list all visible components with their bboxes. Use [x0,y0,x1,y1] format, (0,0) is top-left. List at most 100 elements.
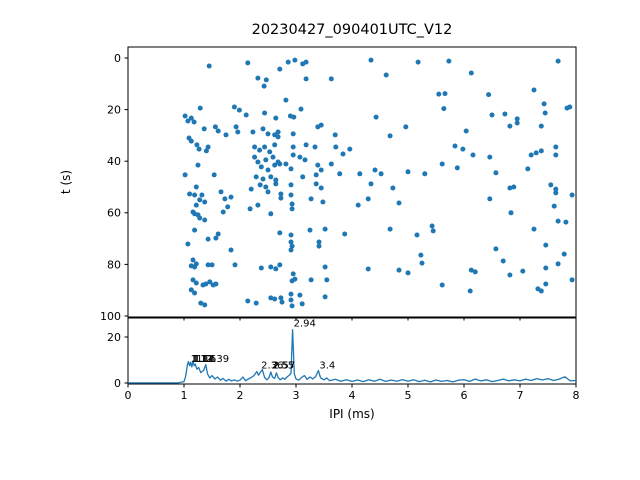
scatter-point [268,174,274,180]
scatter-point [508,210,514,216]
scatter-point [405,169,411,175]
scatter-point [308,277,314,283]
scatter-point [548,182,554,188]
scatter-point [511,184,517,190]
x-tick-label: 4 [349,389,356,402]
scatter-point [220,209,226,215]
scatter-point [383,72,389,78]
scatter-point [290,152,296,158]
scatter-point [288,182,294,188]
scatter-point [446,58,452,64]
scatter-point [288,239,294,245]
peak-annotation-label: 1.12 [192,354,214,365]
scatter-point [188,287,194,293]
scatter-point [468,70,474,76]
scatter-point [279,299,285,305]
scatter-point [403,124,409,130]
x-tick-label: 3 [293,389,300,402]
scatter-point [538,148,544,154]
scatter-point [298,106,304,112]
scatter-point [368,57,374,63]
scatter-point [260,176,266,182]
peak-annotation-label: 1.2 [196,354,212,365]
scatter-point [263,184,269,190]
scatter-point [290,271,296,277]
scatter-point [316,243,322,249]
scatter-point [205,262,211,268]
scatter-point [313,181,319,187]
scatter-point [355,202,361,208]
scatter-point [228,194,234,200]
scatter-point [553,144,559,150]
scatter-point [253,174,259,180]
scatter-point [275,134,281,140]
y-tick-label: 0 [114,52,121,65]
scatter-point [396,267,402,273]
bottom-axes-frame [127,317,577,385]
scatter-point [273,115,279,121]
scatter-point [337,171,343,177]
scatter-point [324,277,330,283]
scatter-point [247,206,253,212]
scatter-point [300,174,306,180]
scatter-point [303,59,309,65]
scatter-point [555,218,561,224]
scatter-point [275,129,281,135]
scatter-point [489,112,495,118]
scatter-point [248,186,254,192]
scatter-point [272,162,278,168]
scatter-point [288,232,294,238]
scatter-point [236,107,242,113]
scatter-point [273,177,279,183]
scatter-point [332,132,338,138]
scatter-point [273,266,279,272]
peak-annotation-label: 1.1 [191,354,207,365]
scatter-point [255,159,261,165]
scatter-point [263,157,269,163]
scatter-point [493,246,499,252]
chart-title: 20230427_090401UTC_V12 [251,22,453,38]
scatter-point [263,77,269,83]
scatter-point [193,184,199,190]
scatter-point [277,230,283,236]
scatter-point [235,129,241,135]
scatter-point [261,83,267,89]
scatter-point [340,151,346,157]
scatter-point [255,75,261,81]
scatter-point [275,159,281,165]
ipi-line-series [128,328,577,384]
scatter-point [313,172,319,178]
scatter-point [182,113,188,119]
scatter-point [328,76,334,82]
scatter-point [255,202,261,208]
scatter-point [258,265,264,271]
scatter-point [396,200,402,206]
scatter-point [531,226,537,232]
scatter-point [569,192,575,198]
peak-annotation-label: 3.4 [319,361,335,372]
scatter-point [315,162,321,168]
scatter-point [528,152,534,158]
scatter-point [436,91,442,97]
scatter-point [303,142,309,148]
scatter-point [283,161,289,167]
scatter-point [538,288,544,294]
scatter-point [265,131,271,137]
scatter-point [268,264,274,270]
scatter-point [192,227,198,233]
scatter-point [203,148,209,154]
scatter-point [555,261,561,267]
scatter-point [197,215,203,221]
scatter-point [225,204,231,210]
scatter-point [205,236,211,242]
scatter-point [262,110,268,116]
x-tick-label: 1 [181,389,188,402]
x-axis-label: IPI (ms) [329,407,375,421]
scatter-point [265,189,271,195]
scatter-point [252,144,258,150]
scatter-point [390,185,396,191]
scatter-point [365,266,371,272]
scatter-point [308,196,314,202]
scatter-point [288,166,294,172]
